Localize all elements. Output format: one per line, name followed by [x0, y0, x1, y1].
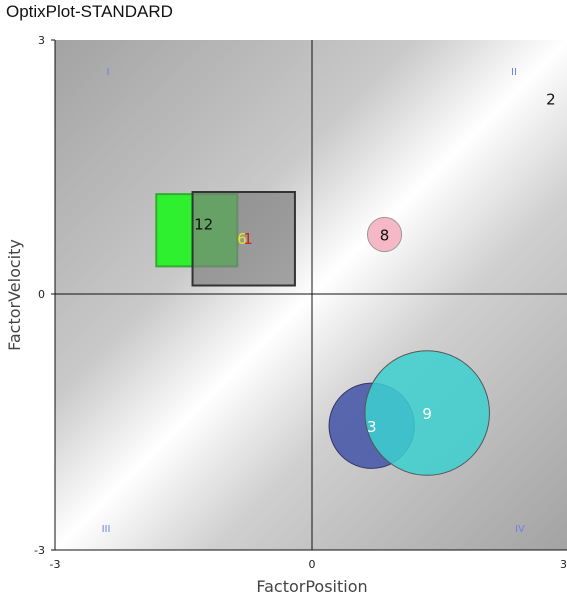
rect-point-label-6: 6: [237, 230, 247, 248]
bubble-label-8: 8: [380, 227, 390, 245]
rect-point-label-12: 12: [194, 215, 213, 233]
rect-point-label-1: 1: [243, 230, 253, 248]
bubble-8: [366, 216, 403, 253]
quadrant-label-I: I: [107, 67, 110, 78]
y-tick-label: -3: [34, 544, 45, 557]
x-tick-label: 0: [309, 558, 316, 571]
y-tick-label: 3: [38, 34, 45, 47]
rect-point-1: [191, 191, 296, 287]
quadrant-label-IV: IV: [515, 524, 525, 535]
bubble-label-3: 3: [367, 418, 377, 436]
bubble-label-9: 9: [422, 405, 432, 423]
y-tick-label: 0: [38, 288, 45, 301]
y-axis-label: FactorVelocity: [5, 239, 24, 351]
x-tick-label: 3: [560, 558, 567, 571]
bubble-9: [364, 350, 490, 476]
x-axis-label: FactorPosition: [256, 577, 367, 596]
x-tick-label: -3: [50, 558, 61, 571]
quadrant-label-III: III: [102, 524, 111, 535]
bubble-label-2: 2: [546, 91, 556, 109]
quadrant-label-II: II: [511, 67, 517, 78]
plot-background: [55, 40, 567, 550]
chart-title: OptixPlot-STANDARD: [6, 2, 173, 21]
